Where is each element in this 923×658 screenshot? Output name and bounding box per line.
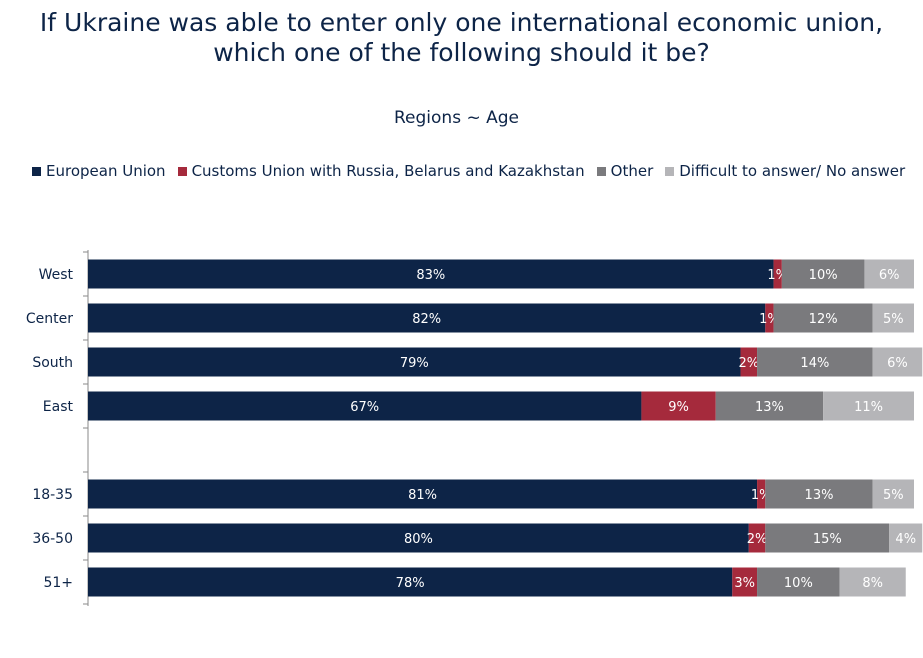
bar-difficult-to-answer-no-answer-36-50	[889, 523, 923, 553]
bar-other-18-35	[765, 479, 873, 509]
legend-swatch-difficult	[665, 166, 675, 176]
data-label-other-18-35: 13%	[805, 488, 834, 503]
data-label-european-union-west: 83%	[416, 268, 445, 283]
chart-title: If Ukraine was able to enter only one in…	[0, 8, 923, 68]
data-label-other-south: 14%	[800, 356, 829, 371]
legend-item-customs-union: Customs Union with Russia, Belarus and K…	[177, 162, 585, 180]
category-label-south: South	[32, 355, 73, 371]
bar-other-west	[781, 259, 865, 289]
category-label-east: East	[43, 399, 74, 415]
bar-other-51	[757, 567, 840, 597]
legend-label-other: Other	[610, 162, 654, 180]
legend-item-other: Other	[596, 162, 654, 180]
chart-subtitle: Regions ~ Age	[394, 108, 519, 128]
bar-customs-union-with-russia-belarus-and-kazakhstan-west	[773, 259, 782, 289]
bar-european-union-center	[88, 303, 766, 333]
data-label-european-union-south: 79%	[400, 356, 429, 371]
legend-label-difficult: Difficult to answer/ No answer	[679, 162, 906, 180]
bar-other-36-50	[765, 523, 890, 553]
bar-difficult-to-answer-no-answer-west	[864, 259, 914, 289]
bar-customs-union-with-russia-belarus-and-kazakhstan-18-35	[757, 479, 766, 509]
bar-difficult-to-answer-no-answer-18-35	[872, 479, 914, 509]
bar-european-union-south	[88, 347, 741, 377]
legend-swatch-european-union	[32, 166, 41, 176]
bar-difficult-to-answer-no-answer-51	[839, 567, 906, 597]
legend-item-difficult: Difficult to answer/ No answer	[665, 162, 905, 180]
data-label-difficult-to-answer-no-answer-west: 6%	[879, 268, 900, 283]
bar-other-center	[773, 303, 873, 333]
chart-title-line-2: which one of the following should it be?	[213, 38, 710, 67]
bar-difficult-to-answer-no-answer-south	[872, 347, 923, 377]
bar-european-union-west	[88, 259, 774, 289]
data-label-other-51: 10%	[784, 576, 813, 591]
data-label-customs-union-with-russia-belarus-and-kazakhstan-east: 9%	[668, 400, 689, 415]
bar-european-union-36-50	[88, 523, 749, 553]
chart-legend: European Union Customs Union with Russia…	[32, 161, 917, 181]
bar-customs-union-with-russia-belarus-and-kazakhstan-south	[740, 347, 758, 377]
data-label-difficult-to-answer-no-answer-36-50: 4%	[895, 532, 916, 547]
legend-label-customs-union: Customs Union with Russia, Belarus and K…	[191, 162, 585, 180]
legend-item-european-union: European Union	[32, 162, 166, 180]
bar-customs-union-with-russia-belarus-and-kazakhstan-51	[732, 567, 758, 597]
bar-other-east	[715, 391, 824, 421]
bar-european-union-18-35	[88, 479, 758, 509]
category-label-51: 51+	[43, 575, 73, 591]
data-label-difficult-to-answer-no-answer-51: 8%	[862, 576, 883, 591]
bar-other-south	[757, 347, 873, 377]
data-label-difficult-to-answer-no-answer-18-35: 5%	[883, 488, 904, 503]
chart-title-line-1: If Ukraine was able to enter only one in…	[39, 8, 884, 37]
bar-customs-union-with-russia-belarus-and-kazakhstan-center	[765, 303, 774, 333]
category-label-36-50: 36-50	[32, 531, 73, 547]
data-label-other-center: 12%	[809, 312, 838, 327]
bar-difficult-to-answer-no-answer-center	[872, 303, 914, 333]
data-label-european-union-east: 67%	[350, 400, 379, 415]
category-label-center: Center	[26, 311, 73, 327]
data-label-european-union-36-50: 80%	[404, 532, 433, 547]
bar-customs-union-with-russia-belarus-and-kazakhstan-east	[641, 391, 716, 421]
data-label-customs-union-with-russia-belarus-and-kazakhstan-51: 3%	[734, 576, 755, 591]
bar-european-union-east	[88, 391, 642, 421]
data-label-european-union-51: 78%	[396, 576, 425, 591]
data-label-other-36-50: 15%	[813, 532, 842, 547]
data-label-customs-union-with-russia-belarus-and-kazakhstan-south: 2%	[738, 356, 759, 371]
data-label-difficult-to-answer-no-answer-south: 6%	[887, 356, 908, 371]
legend-label-european-union: European Union	[46, 162, 166, 180]
category-label-west: West	[39, 267, 74, 283]
bar-european-union-51	[88, 567, 733, 597]
legend-swatch-other	[596, 166, 606, 176]
data-label-other-west: 10%	[809, 268, 838, 283]
data-label-difficult-to-answer-no-answer-east: 11%	[854, 400, 883, 415]
data-label-other-east: 13%	[755, 400, 784, 415]
category-label-18-35: 18-35	[32, 487, 73, 503]
bar-customs-union-with-russia-belarus-and-kazakhstan-36-50	[748, 523, 766, 553]
bar-difficult-to-answer-no-answer-east	[823, 391, 914, 421]
legend-swatch-customs-union	[177, 166, 187, 176]
data-label-european-union-center: 82%	[412, 312, 441, 327]
data-label-european-union-18-35: 81%	[408, 488, 437, 503]
data-label-difficult-to-answer-no-answer-center: 5%	[883, 312, 904, 327]
data-label-customs-union-with-russia-belarus-and-kazakhstan-36-50: 2%	[747, 532, 768, 547]
